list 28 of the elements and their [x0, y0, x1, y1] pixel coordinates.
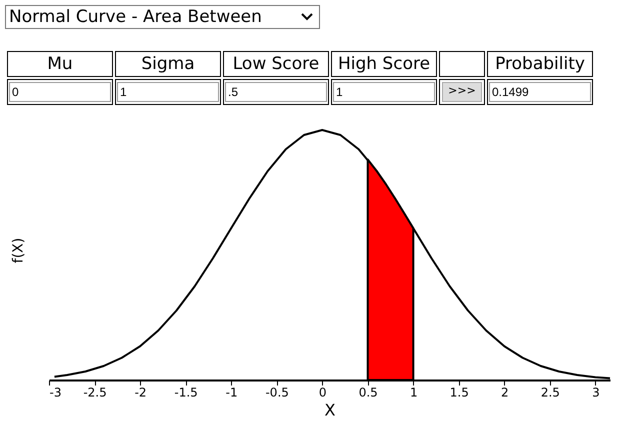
x-axis-title: X: [324, 400, 336, 420]
x-tick-label: 0: [318, 386, 327, 400]
x-tick-label: 3: [592, 386, 600, 400]
text-field: 1: [117, 82, 219, 102]
dropdown: Normal Curve - Area Between: [5, 5, 320, 29]
text: Sigma: [115, 51, 221, 77]
text: Mu: [7, 51, 113, 77]
x-tick-label: -0.5: [265, 386, 289, 400]
button: >>>: [442, 82, 482, 102]
text: Probability: [487, 51, 593, 77]
text-field: .5: [225, 82, 327, 102]
x-tick-label: -2.5: [83, 386, 107, 400]
x-tick-label: -2: [134, 386, 147, 400]
x-tick-label: -1.5: [174, 386, 198, 400]
text: Low Score: [223, 51, 329, 77]
x-tick-label: -1: [226, 386, 238, 400]
x-tick-label: -3: [50, 386, 62, 400]
text-field: 1: [333, 82, 435, 102]
x-tick-label: 2: [501, 386, 509, 400]
x-tick-label: 1: [410, 386, 418, 400]
x-tick-label: 2.5: [540, 386, 560, 400]
text-field: 0: [9, 82, 111, 102]
text-field: 0.1499: [489, 82, 591, 102]
y-axis-title: f(X): [10, 238, 26, 264]
chart-title: Normal Curve - Area Between: [9, 7, 262, 27]
x-tick-label: 0.5: [358, 386, 378, 400]
text: High Score: [331, 51, 437, 77]
x-tick-label: 1.5: [450, 386, 469, 400]
